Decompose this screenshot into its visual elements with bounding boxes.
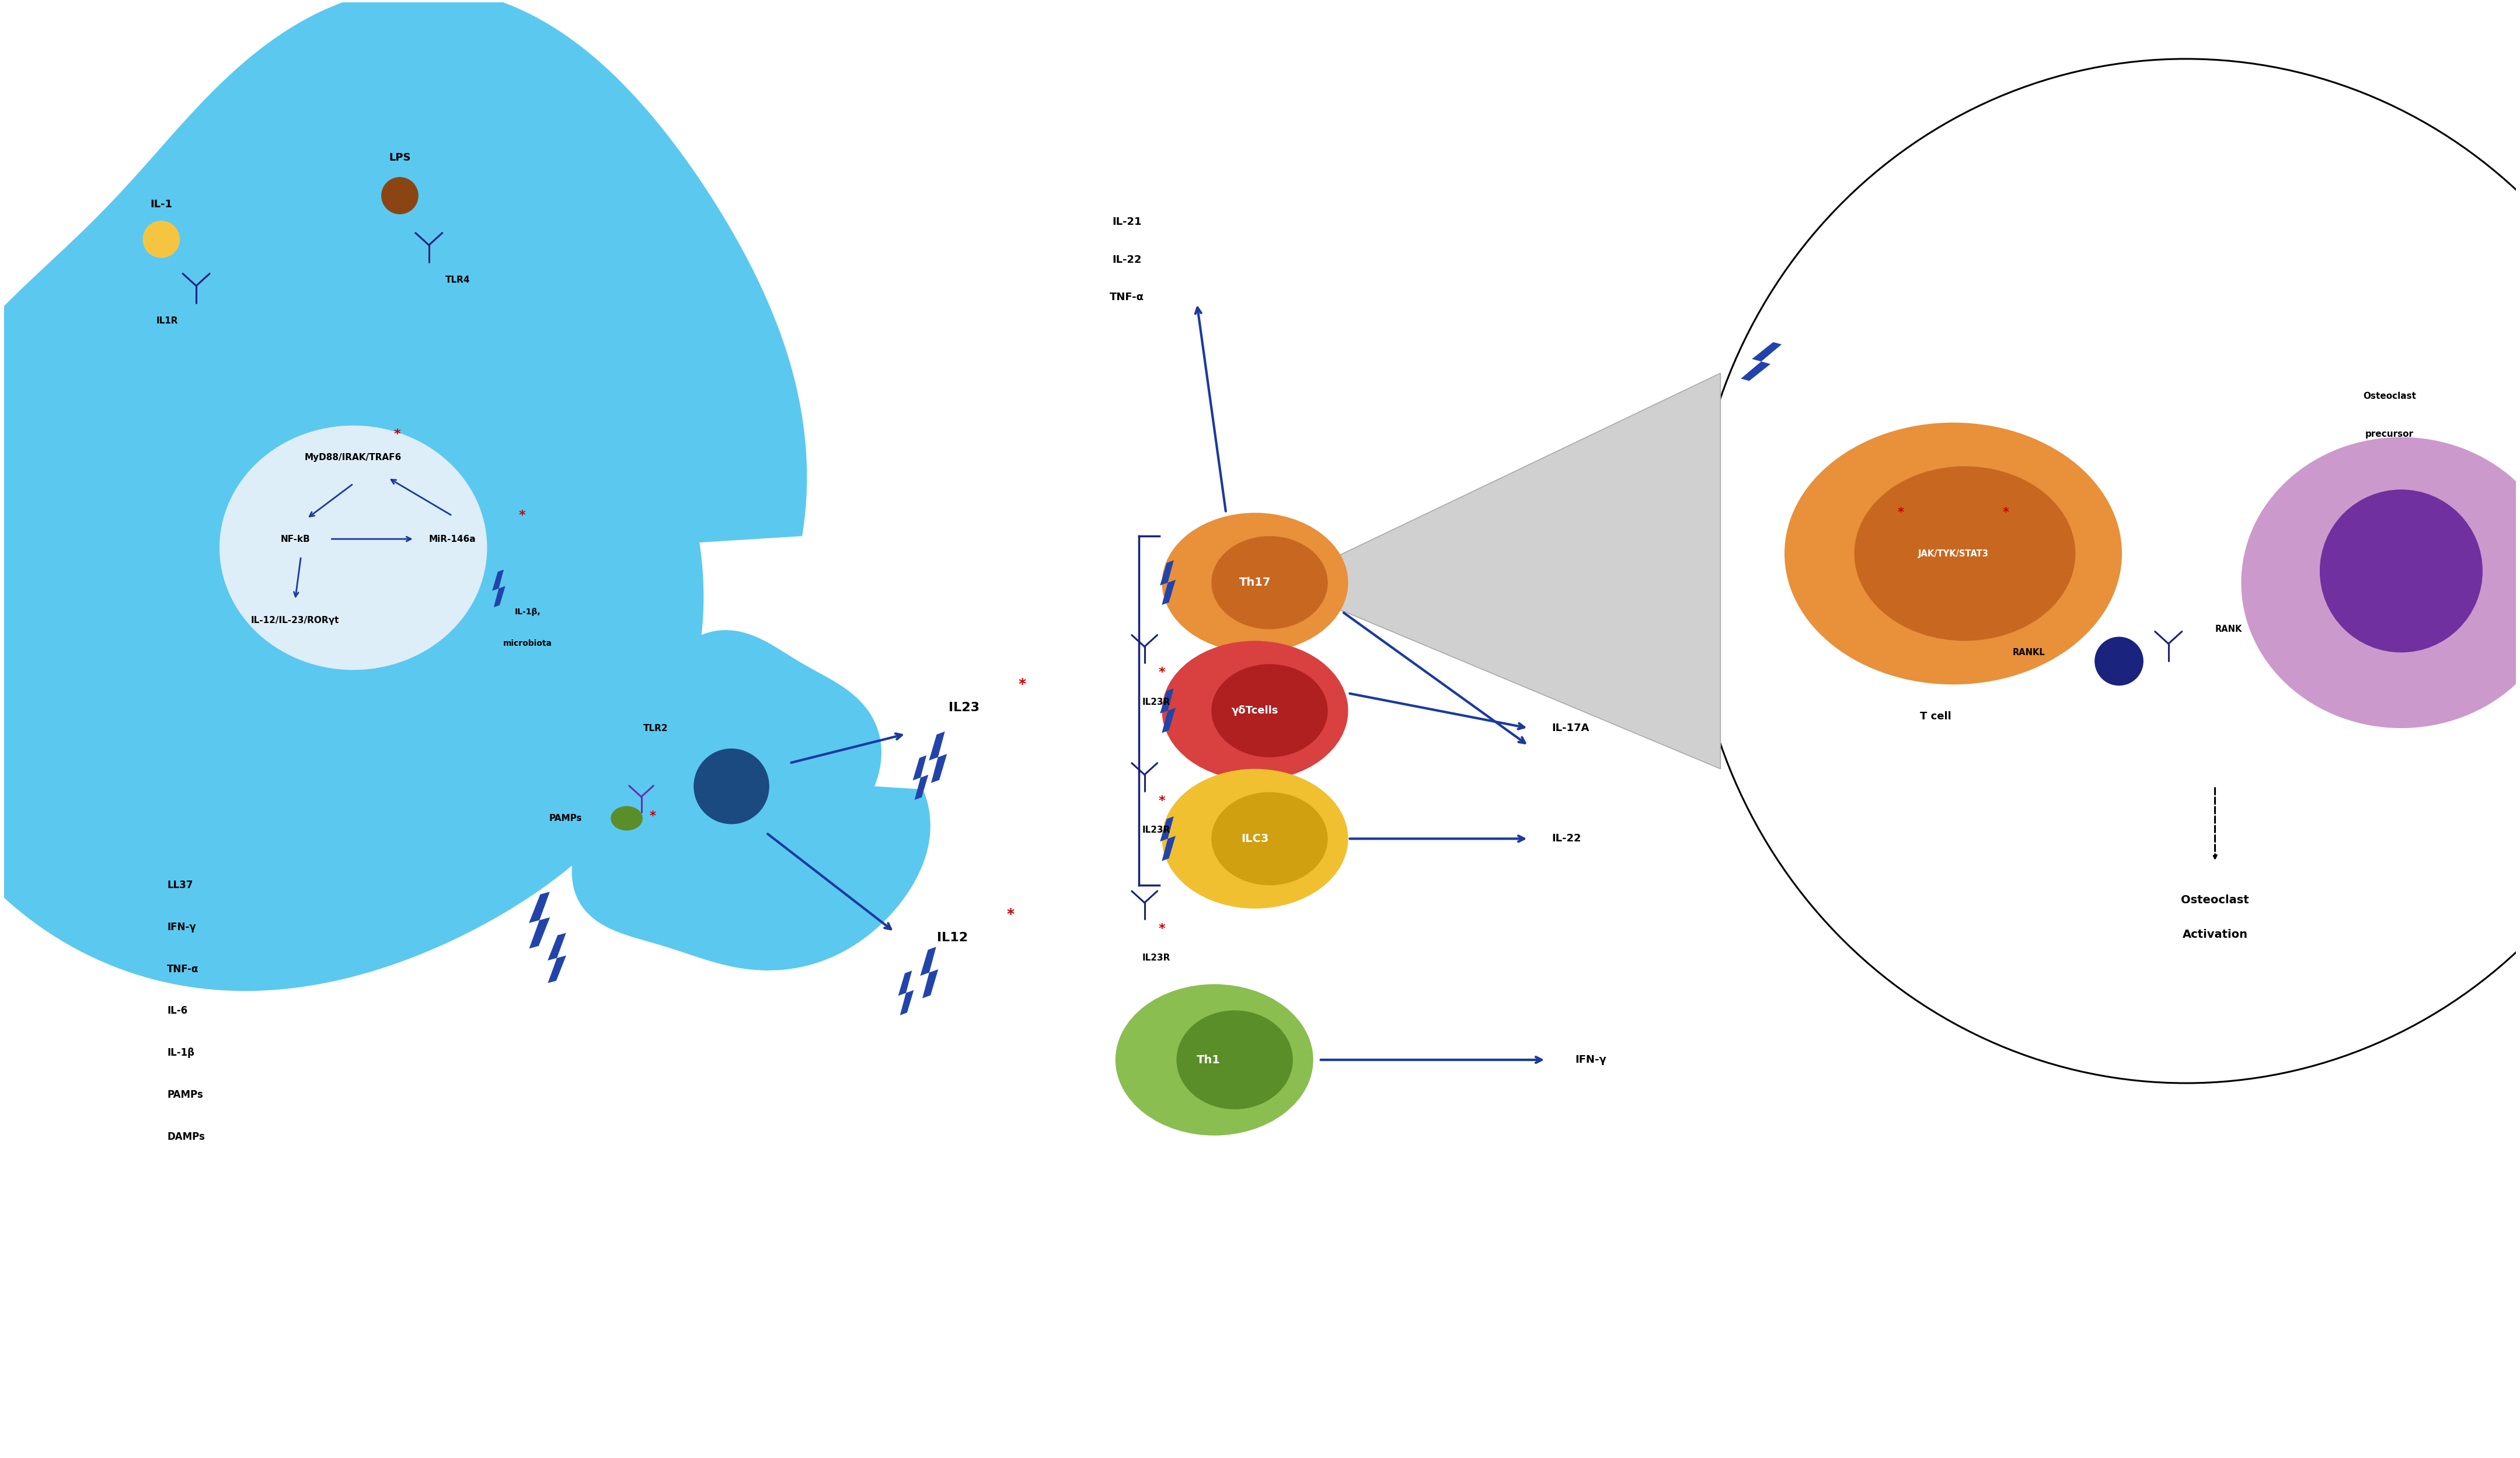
Text: IL-17A: IL-17A	[1552, 723, 1590, 733]
Text: LPS: LPS	[388, 153, 411, 163]
Text: TNF-α: TNF-α	[1109, 292, 1144, 303]
Text: Osteoclast: Osteoclast	[2364, 392, 2417, 401]
Text: *: *	[1898, 507, 1905, 519]
Text: Th17: Th17	[1240, 577, 1270, 588]
Polygon shape	[1741, 343, 1782, 381]
Text: Th1: Th1	[1197, 1054, 1220, 1066]
Ellipse shape	[1212, 537, 1328, 630]
Polygon shape	[572, 630, 930, 971]
Text: IL-1: IL-1	[151, 200, 171, 210]
Text: Osteoclast: Osteoclast	[2180, 894, 2248, 905]
Text: γδTcells: γδTcells	[1232, 706, 1278, 716]
Text: TNF-α: TNF-α	[166, 964, 199, 974]
Text: Activation: Activation	[2182, 929, 2248, 940]
Ellipse shape	[219, 426, 486, 669]
Polygon shape	[1159, 816, 1177, 862]
Text: JAK/TYK/STAT3: JAK/TYK/STAT3	[1918, 550, 1988, 558]
Text: LL37: LL37	[166, 881, 194, 891]
Text: IL-22: IL-22	[1111, 254, 1142, 265]
Text: *: *	[650, 811, 655, 822]
Text: ILC3: ILC3	[1242, 833, 1270, 844]
Text: TLR4: TLR4	[446, 276, 471, 284]
Text: *: *	[1008, 907, 1016, 921]
Text: T cell: T cell	[1920, 712, 1950, 722]
Polygon shape	[1159, 688, 1177, 733]
Text: IL-12/IL-23/RORγt: IL-12/IL-23/RORγt	[252, 617, 340, 625]
Text: *: *	[1159, 666, 1164, 678]
Text: NF-kB: NF-kB	[280, 535, 310, 544]
Text: TLR2: TLR2	[643, 723, 668, 732]
Text: MiR-146a: MiR-146a	[428, 535, 476, 544]
Text: IL23R: IL23R	[1142, 954, 1169, 962]
Text: IL12: IL12	[937, 932, 968, 943]
Circle shape	[144, 220, 179, 258]
Polygon shape	[491, 570, 507, 608]
Polygon shape	[912, 755, 927, 800]
Ellipse shape	[1177, 1010, 1293, 1110]
Text: IL-6: IL-6	[166, 1006, 186, 1016]
Text: IL23R: IL23R	[1142, 697, 1169, 706]
Text: MyD88/IRAK/TRAF6: MyD88/IRAK/TRAF6	[305, 453, 401, 462]
Text: *: *	[393, 429, 401, 440]
Ellipse shape	[1212, 663, 1328, 757]
Text: microbiota: microbiota	[504, 640, 552, 647]
Text: precursor: precursor	[2366, 430, 2414, 439]
Circle shape	[381, 176, 418, 214]
Text: DAMPs: DAMPs	[166, 1131, 204, 1142]
Polygon shape	[547, 933, 567, 983]
Text: *: *	[519, 510, 524, 522]
Text: IL-22: IL-22	[1552, 834, 1580, 844]
Ellipse shape	[1162, 642, 1348, 780]
Text: PAMPs: PAMPs	[166, 1089, 204, 1099]
Text: IL-1β: IL-1β	[166, 1048, 194, 1059]
Text: *: *	[1018, 678, 1026, 691]
Text: IL1R: IL1R	[156, 316, 179, 325]
Ellipse shape	[1212, 792, 1328, 885]
Text: RANKL: RANKL	[2013, 649, 2046, 658]
Circle shape	[693, 748, 769, 824]
Text: IL23: IL23	[948, 701, 980, 713]
Polygon shape	[1159, 560, 1177, 605]
Polygon shape	[0, 0, 806, 991]
Polygon shape	[897, 971, 915, 1015]
Ellipse shape	[2240, 437, 2520, 728]
Polygon shape	[930, 732, 948, 783]
Ellipse shape	[1784, 423, 2122, 684]
Text: IFN-γ: IFN-γ	[166, 921, 197, 933]
Text: *: *	[1159, 923, 1164, 935]
Ellipse shape	[2321, 490, 2482, 653]
Ellipse shape	[1855, 467, 2076, 642]
Text: *: *	[2003, 507, 2008, 519]
Polygon shape	[920, 946, 937, 999]
Circle shape	[2094, 637, 2145, 685]
Text: IFN-γ: IFN-γ	[1575, 1054, 1605, 1066]
Ellipse shape	[1162, 768, 1348, 908]
Text: IL23R: IL23R	[1142, 825, 1169, 834]
Polygon shape	[1331, 373, 1721, 768]
Text: IL-21: IL-21	[1111, 217, 1142, 227]
Ellipse shape	[1162, 513, 1348, 653]
Ellipse shape	[610, 806, 643, 831]
Polygon shape	[529, 892, 549, 949]
Text: RANK: RANK	[2215, 625, 2243, 634]
Text: *: *	[1159, 795, 1164, 806]
Ellipse shape	[1116, 984, 1313, 1136]
Text: PAMPs: PAMPs	[549, 814, 582, 822]
Text: IL-1β,: IL-1β,	[514, 608, 542, 615]
